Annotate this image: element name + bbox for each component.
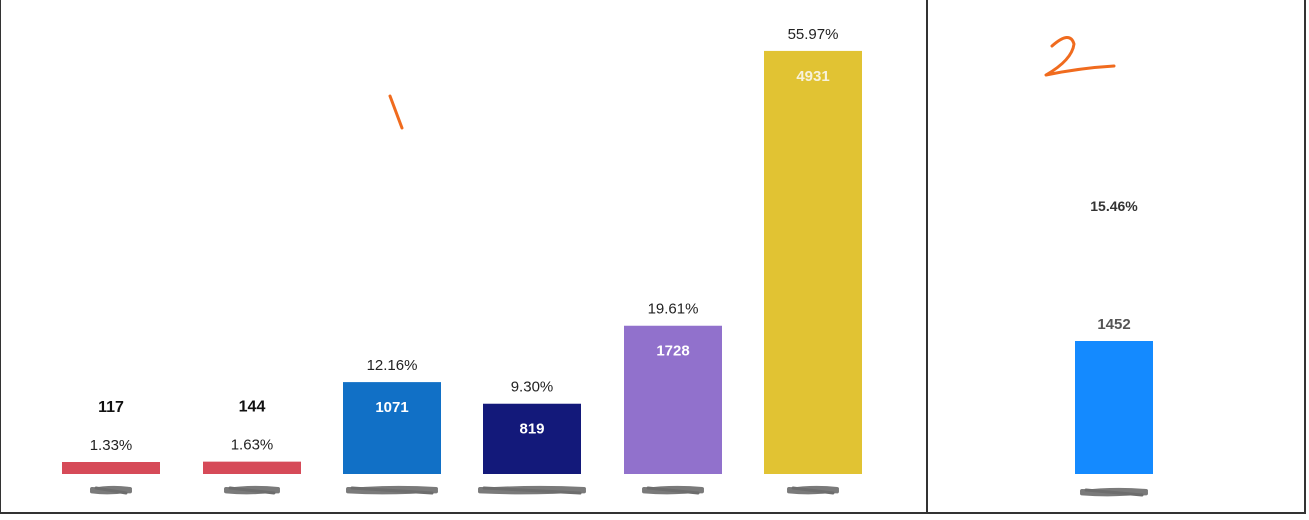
obscured-tick-scribble xyxy=(646,486,700,495)
percent-label: 1.63% xyxy=(231,437,274,454)
x-tick-label-obscured xyxy=(642,485,704,495)
obscured-tick-scribble xyxy=(228,486,276,495)
value-label: 117 xyxy=(98,399,124,416)
obscured-tick-scribble xyxy=(787,485,839,495)
annotation-mark-2 xyxy=(1044,36,1116,77)
annotation-mark-1 xyxy=(388,94,404,130)
value-label: 4931 xyxy=(796,68,829,85)
percent-label: 9.30% xyxy=(511,379,554,396)
value-label: 144 xyxy=(239,399,266,416)
bar xyxy=(483,403,581,474)
obscured-tick-scribble xyxy=(1084,488,1144,497)
obscured-tick-scribble xyxy=(642,485,704,495)
obscured-tick-scribble xyxy=(94,486,128,495)
percent-label: 19.61% xyxy=(648,301,699,318)
bar-group-panel2: 1452 15.46% xyxy=(1075,198,1153,474)
obscured-tick-scribble xyxy=(791,486,835,495)
bar xyxy=(62,462,160,474)
bar xyxy=(203,461,301,474)
percent-label: 1.33% xyxy=(90,437,133,454)
x-tick-label-obscured xyxy=(787,485,839,495)
value-label: 1452 xyxy=(1097,316,1130,333)
bar xyxy=(1075,341,1153,474)
bar-group-1: 1.33% 117 xyxy=(62,399,160,474)
percent-label: 15.46% xyxy=(1090,198,1138,214)
x-tick-label-obscured xyxy=(478,485,586,495)
bar-group-5: 19.61% 1728 xyxy=(624,301,722,474)
bar-group-2: 1.63% 144 xyxy=(203,399,301,474)
bar-group-4: 9.30% 819 xyxy=(483,379,581,474)
x-tick-label-obscured xyxy=(90,485,132,495)
bar-group-3: 12.16% 1071 xyxy=(343,357,441,474)
value-label: 1728 xyxy=(656,343,689,360)
x-tick-label-obscured xyxy=(1080,487,1148,497)
value-label: 1071 xyxy=(375,399,408,416)
bar-group-6: 55.97% 4931 xyxy=(764,26,862,475)
obscured-tick-scribble xyxy=(478,485,586,495)
bar xyxy=(343,382,441,474)
obscured-tick-scribble xyxy=(346,485,438,495)
percent-label: 55.97% xyxy=(788,26,839,43)
x-tick-label-obscured xyxy=(346,485,438,495)
obscured-tick-scribble xyxy=(1080,487,1148,497)
obscured-tick-scribble xyxy=(90,485,132,495)
obscured-tick-scribble xyxy=(482,486,582,495)
bar xyxy=(764,50,862,475)
bar xyxy=(624,325,722,474)
obscured-tick-scribble xyxy=(350,486,434,495)
value-label: 819 xyxy=(519,421,544,438)
x-tick-label-obscured xyxy=(224,485,280,495)
obscured-tick-scribble xyxy=(224,485,280,495)
percent-label: 12.16% xyxy=(367,357,418,374)
